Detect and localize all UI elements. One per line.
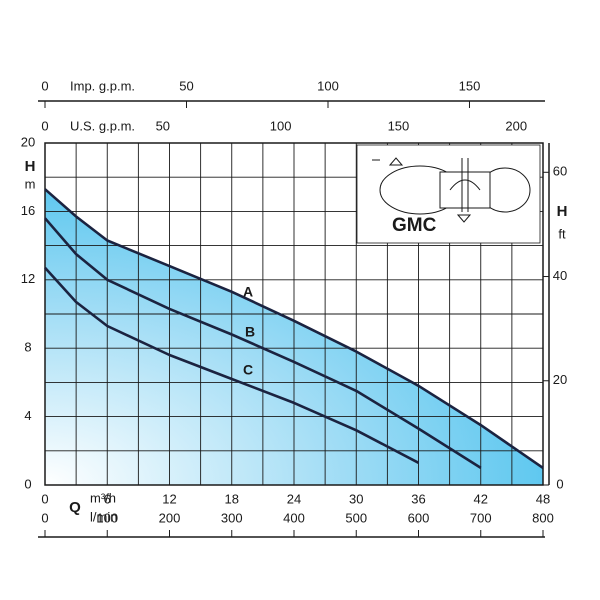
x2-tick-label: 800 [532,510,554,525]
x2-axis-label: Imp. g.p.m. [70,78,135,93]
x2-tick-label: 100 [317,78,339,93]
x2-tick-label: 50 [156,118,170,133]
x2-tick-label: 50 [179,78,193,93]
x2-axis-label: l/min [90,509,117,524]
x-tick-label: 18 [225,491,239,506]
y-tick-label: 12 [21,271,35,286]
x2-tick-label: 500 [345,510,367,525]
y2-tick-label: 60 [553,164,567,179]
x2-tick-label: 100 [270,118,292,133]
y2-tick-label: 40 [553,268,567,283]
pump-icon: GMC [356,144,541,244]
curve [44,266,420,464]
y2-tick-label: 20 [553,372,567,387]
plot-frame [44,142,544,486]
x2-tick-label: 200 [505,118,527,133]
x-tick-label: 24 [287,491,301,506]
curve [44,188,544,469]
x-axis-unit: m³/h [90,490,116,505]
x-tick-label: 48 [536,491,550,506]
x2-tick-label: 700 [470,510,492,525]
x2-tick-label: 100 [96,510,118,525]
x2-tick-label: 400 [283,510,305,525]
x2-tick-label: 150 [388,118,410,133]
x-tick-label: 6 [104,491,111,506]
curve-label: C [243,362,253,378]
x-tick-label: 12 [162,491,176,506]
x2-tick-label: 200 [159,510,181,525]
y-tick-label: 20 [21,134,35,149]
y2-axis-unit: ft [558,226,566,241]
x2-tick-label: 300 [221,510,243,525]
x2-tick-label: 0 [41,118,48,133]
curve-label: A [243,284,253,300]
x-tick-label: 36 [411,491,425,506]
chart-title: GMC [392,215,437,236]
x2-tick-label: 0 [41,78,48,93]
x2-tick-label: 0 [41,510,48,525]
y-axis-label: H [25,158,36,175]
y-axis-unit: m [25,176,36,191]
x-tick-label: 42 [474,491,488,506]
y-tick-label: 0 [24,476,31,491]
y2-tick-label: 0 [556,476,563,491]
y-tick-label: 8 [24,340,31,355]
x-tick-label: 30 [349,491,363,506]
curve-label: B [245,324,255,340]
y2-axis-label: H [557,203,568,220]
curve [44,217,482,469]
x2-tick-label: 150 [459,78,481,93]
x-axis-label: Q [69,499,81,516]
x2-tick-label: 600 [408,510,430,525]
y-tick-label: 4 [24,408,31,423]
x2-axis-label: U.S. g.p.m. [70,118,135,133]
x-tick-label: 0 [41,491,48,506]
y-tick-label: 16 [21,203,35,218]
